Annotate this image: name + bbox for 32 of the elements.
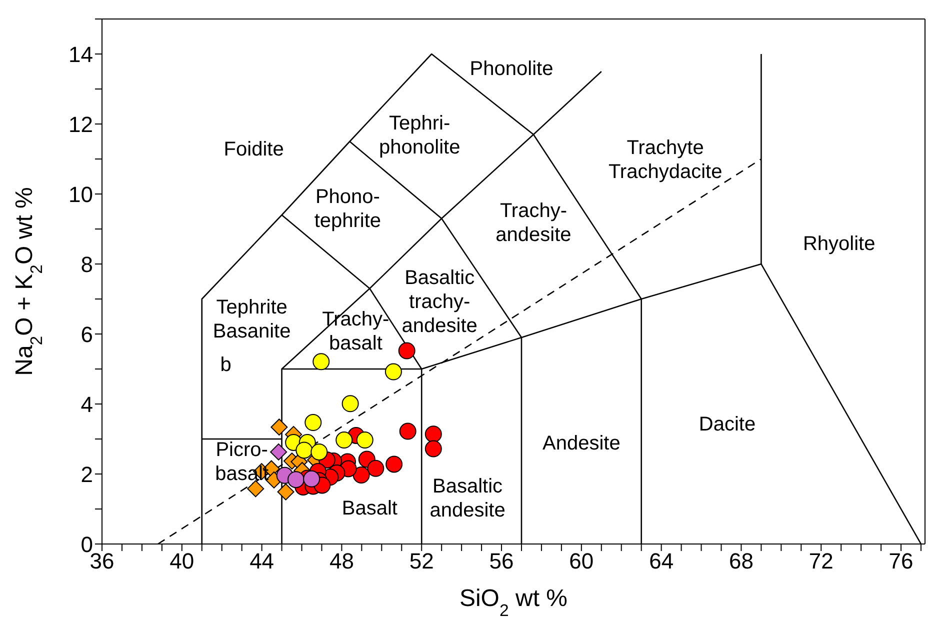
x-tick-label: 44 [250,548,274,574]
x-tick-label: 72 [808,548,834,574]
annotation: Foidite [224,138,284,160]
annotation: Trachy- andesite [496,200,572,246]
y-tick-label: 10 [68,182,93,207]
y-tick-label: 8 [80,252,93,277]
x-tick-label: 40 [170,548,194,574]
y-tick-label: 2 [80,462,93,487]
annotation: Basaltic trachy- andesite [402,266,478,337]
y-tick-label: 14 [68,42,93,67]
annotation: Tephri- phonolite [379,112,460,158]
annotation: Andesite [542,432,620,454]
annotation: Basalt [342,497,398,520]
annotation: Trachyte Trachydacite [608,137,722,183]
annotation: Rhyolite [802,233,876,255]
y-tick-label: 12 [68,112,93,137]
annotation: Dacite [698,413,756,436]
x-tick-label: 52 [409,548,434,574]
x-tick-label: 48 [329,548,354,574]
annotation: b [220,354,232,376]
annotation: Phonolite [470,58,554,80]
x-tick-label: 76 [888,548,914,574]
annotation: Basaltic andesite [430,475,506,522]
y-tick-label: 6 [80,322,93,347]
x-axis-title: SiO$_{2}$ wt % [459,585,568,620]
annotation: Phono- tephrite [314,186,382,232]
x-tick-label: 68 [728,548,754,574]
x-tick-label: 60 [569,548,594,574]
x-tick-label: 64 [649,548,674,574]
annotation: Tephrite Basanite [212,296,291,342]
y-tick-label: 4 [80,392,93,417]
x-tick-label: 56 [489,548,514,574]
